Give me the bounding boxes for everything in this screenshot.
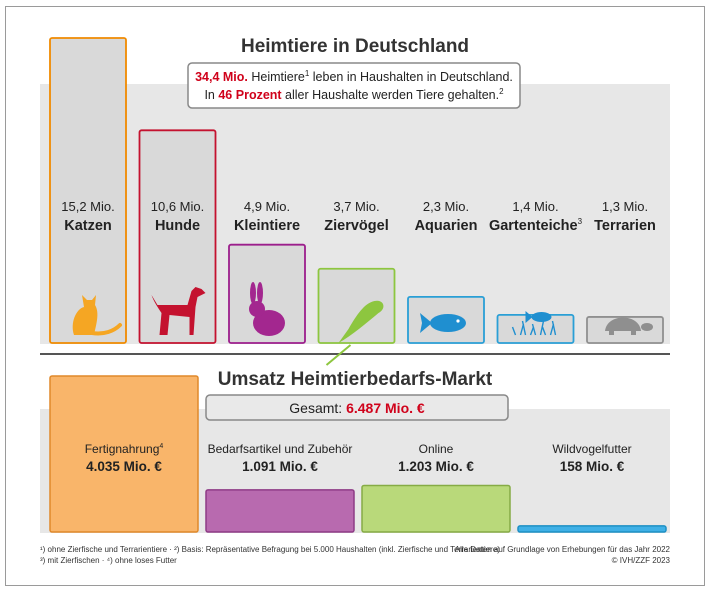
pet-category-label: Katzen	[64, 218, 112, 234]
market-category-label: Bedarfsartikel und Zubehör	[208, 442, 353, 456]
top-title: Heimtiere in Deutschland	[241, 36, 469, 57]
pet-category-label: Terrarien	[594, 218, 656, 234]
pet-labels-group: 15,2 Mio. Katzen 10,6 Mio. Hunde 4,9 Mio. Kle…	[61, 199, 656, 234]
footnote-left-2: ³) mit Zierfischen · ⁴) ohne loses Futte…	[40, 556, 177, 565]
market-category-label: Fertignahrung4	[85, 442, 164, 456]
cat-icon	[72, 295, 122, 336]
footnote-left-1: ¹) ohne Zierfische und Terrarientiere · …	[40, 545, 500, 554]
info-line-1-post: leben in Haushalten in Deutschland.	[309, 70, 513, 84]
market-category-label: Online	[419, 442, 454, 456]
market-value-label: 1.203 Mio. €	[398, 459, 474, 474]
info-line-1-pre: Heimtiere	[248, 70, 305, 84]
bottom-title: Umsatz Heimtierbedarfs-Markt	[218, 369, 493, 390]
pet-value-label: 4,9 Mio.	[244, 199, 290, 214]
pond-fish-icon	[511, 311, 557, 336]
total-label: Gesamt:	[289, 400, 346, 416]
pet-bars-group	[49, 37, 664, 366]
total-box	[205, 394, 509, 421]
info-household-percent: 46 Prozent	[218, 88, 282, 102]
market-bar	[49, 375, 199, 533]
pet-value-label: 1,4 Mio.	[512, 199, 558, 214]
pet-bar-katzen	[49, 37, 127, 344]
pet-bar-ziervögel	[317, 267, 396, 344]
pet-value-label: 3,7 Mio.	[333, 199, 379, 214]
pet-value-label: 10,6 Mio.	[151, 199, 204, 214]
parrot-icon	[325, 300, 384, 366]
info-line-2-pre: In	[204, 88, 218, 102]
pet-category-label: Gartenteiche3	[489, 217, 583, 234]
info-total-animals: 34,4 Mio.	[195, 70, 248, 84]
pet-value-label: 1,3 Mio.	[602, 199, 648, 214]
market-category-label: Wildvogelfutter	[552, 442, 631, 456]
pet-value-label: 15,2 Mio.	[61, 199, 114, 214]
pet-category-label: Kleintiere	[234, 218, 300, 234]
dog-icon	[151, 287, 206, 335]
market-bar	[517, 525, 667, 533]
info-line-2-post: aller Haushalte werden Tiere gehalten.	[282, 88, 500, 102]
total-value: 6.487 Mio. €	[346, 400, 425, 416]
pet-bar-kleintiere	[228, 243, 306, 344]
info-line-2-sup: 2	[499, 87, 504, 96]
pet-value-label: 2,3 Mio.	[423, 199, 469, 214]
info-line-1: 34,4 Mio. Heimtiere1 leben in Haushalten…	[195, 69, 513, 84]
market-bar	[205, 489, 355, 533]
footnote-right-2: © IVH/ZZF 2023	[612, 556, 671, 565]
market-value-label: 158 Mio. €	[560, 459, 625, 474]
fish-icon	[420, 313, 466, 333]
info-box	[187, 62, 521, 109]
pet-category-label: Aquarien	[415, 218, 478, 234]
market-bars-group: Fertignahrung4 4.035 Mio. € Bedarfsartikel…	[49, 375, 667, 533]
market-value-label: 4.035 Mio. €	[86, 459, 162, 474]
footnote-right-1: Alle Daten auf Grundlage von Erhebungen …	[455, 545, 671, 554]
market-value-label: 1.091 Mio. €	[242, 459, 318, 474]
turtle-icon	[605, 317, 653, 335]
info-line-2: In 46 Prozent aller Haushalte werden Tie…	[204, 87, 504, 102]
rabbit-icon	[249, 282, 285, 336]
total-text: Gesamt: 6.487 Mio. €	[289, 400, 425, 416]
market-bar	[361, 484, 511, 533]
pet-category-label: Ziervögel	[324, 218, 388, 234]
info-line-1-sup: 1	[305, 69, 310, 78]
pet-category-label: Hunde	[155, 218, 200, 234]
